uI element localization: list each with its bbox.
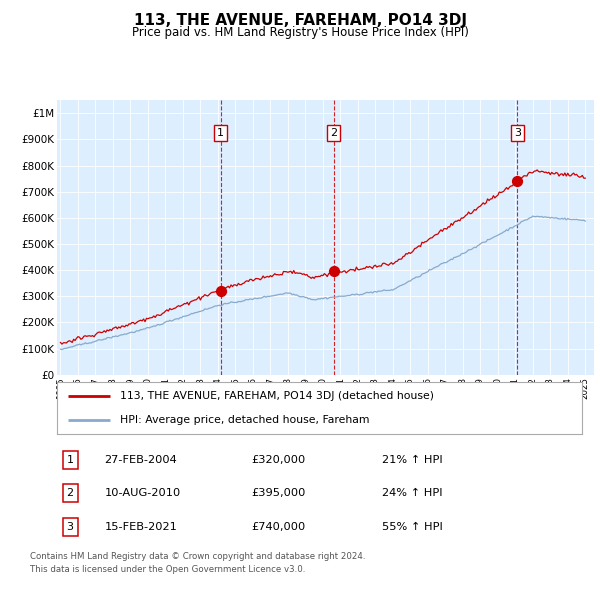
Point bbox=[329, 267, 338, 276]
Text: 21% ↑ HPI: 21% ↑ HPI bbox=[383, 455, 443, 465]
Text: 27-FEB-2004: 27-FEB-2004 bbox=[104, 455, 177, 465]
Text: 113, THE AVENUE, FAREHAM, PO14 3DJ (detached house): 113, THE AVENUE, FAREHAM, PO14 3DJ (deta… bbox=[120, 391, 434, 401]
Text: 10-AUG-2010: 10-AUG-2010 bbox=[104, 489, 181, 498]
Point bbox=[216, 286, 226, 296]
Text: 1: 1 bbox=[67, 455, 74, 465]
Text: 113, THE AVENUE, FAREHAM, PO14 3DJ: 113, THE AVENUE, FAREHAM, PO14 3DJ bbox=[133, 13, 467, 28]
Point bbox=[512, 176, 522, 186]
Text: £395,000: £395,000 bbox=[251, 489, 305, 498]
Text: 24% ↑ HPI: 24% ↑ HPI bbox=[383, 489, 443, 498]
Text: 3: 3 bbox=[514, 128, 521, 138]
Text: This data is licensed under the Open Government Licence v3.0.: This data is licensed under the Open Gov… bbox=[30, 565, 305, 573]
Text: 3: 3 bbox=[67, 522, 74, 532]
Text: £320,000: £320,000 bbox=[251, 455, 305, 465]
Text: HPI: Average price, detached house, Fareham: HPI: Average price, detached house, Fare… bbox=[120, 415, 370, 425]
Text: 55% ↑ HPI: 55% ↑ HPI bbox=[383, 522, 443, 532]
Text: 2: 2 bbox=[67, 489, 74, 498]
Text: 1: 1 bbox=[217, 128, 224, 138]
Text: Price paid vs. HM Land Registry's House Price Index (HPI): Price paid vs. HM Land Registry's House … bbox=[131, 26, 469, 39]
Text: Contains HM Land Registry data © Crown copyright and database right 2024.: Contains HM Land Registry data © Crown c… bbox=[30, 552, 365, 560]
Text: 15-FEB-2021: 15-FEB-2021 bbox=[104, 522, 177, 532]
Text: 2: 2 bbox=[330, 128, 337, 138]
Text: £740,000: £740,000 bbox=[251, 522, 305, 532]
